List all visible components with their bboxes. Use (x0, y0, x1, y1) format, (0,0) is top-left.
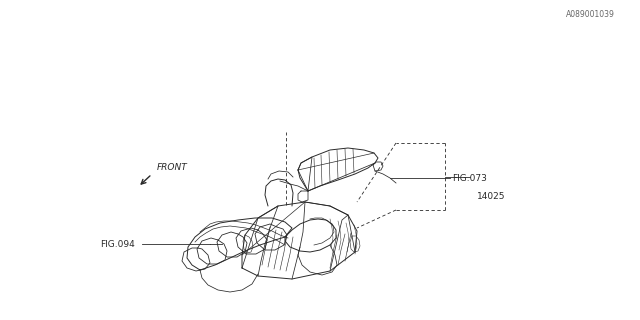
Text: FRONT: FRONT (157, 163, 188, 172)
Text: FIG.094: FIG.094 (100, 239, 135, 249)
Text: 14025: 14025 (477, 191, 506, 201)
Text: FIG.073: FIG.073 (452, 173, 487, 182)
Text: A089001039: A089001039 (566, 10, 615, 19)
